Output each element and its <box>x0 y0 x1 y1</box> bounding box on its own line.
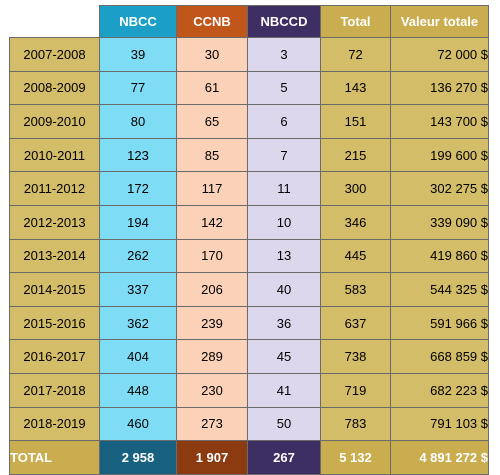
ccnb-cell: 30 <box>176 37 248 72</box>
valeur-cell: 544 325 $ <box>390 272 489 307</box>
nbcc-cell: 194 <box>99 204 177 240</box>
total-cell: 583 <box>320 272 391 307</box>
ccnb-cell: 206 <box>176 272 248 307</box>
valeur-cell: 682 223 $ <box>390 372 489 408</box>
ccnb-total: 1 907 <box>176 440 248 475</box>
year-cell: 2010-2011 <box>9 137 100 173</box>
year-cell: 2011-2012 <box>9 171 100 206</box>
header-row: NBCC CCNB NBCCD Total Valeur totale <box>9 5 489 38</box>
nbcc-cell: 337 <box>99 272 177 307</box>
nbccd-cell: 41 <box>247 372 321 408</box>
valeur-cell: 302 275 $ <box>390 171 489 206</box>
year-cell: 2012-2013 <box>9 204 100 240</box>
total-cell: 215 <box>320 137 391 173</box>
valeur-cell: 591 966 $ <box>390 305 489 341</box>
header-nbcc: NBCC <box>99 5 177 38</box>
header-ccnb: CCNB <box>176 5 248 38</box>
total-cell: 445 <box>320 238 391 274</box>
table-row: 2018-2019 460 273 50 783 791 103 $ <box>9 406 489 442</box>
year-cell: 2007-2008 <box>9 37 100 72</box>
nbcc-cell: 448 <box>99 372 177 408</box>
nbccd-cell: 50 <box>247 406 321 442</box>
table-row: 2011-2012 172 117 11 300 302 275 $ <box>9 171 489 206</box>
ccnb-cell: 273 <box>176 406 248 442</box>
nbccd-cell: 7 <box>247 137 321 173</box>
year-cell: 2015-2016 <box>9 305 100 341</box>
enrollment-table: NBCC CCNB NBCCD Total Valeur totale 2007… <box>9 5 489 475</box>
nbcc-cell: 172 <box>99 171 177 206</box>
year-cell: 2016-2017 <box>9 339 100 374</box>
table-row: 2012-2013 194 142 10 346 339 090 $ <box>9 204 489 240</box>
total-cell: 738 <box>320 339 391 374</box>
table-row: 2017-2018 448 230 41 719 682 223 $ <box>9 372 489 408</box>
total-cell: 346 <box>320 204 391 240</box>
table-row: 2014-2015 337 206 40 583 544 325 $ <box>9 272 489 307</box>
nbccd-cell: 10 <box>247 204 321 240</box>
nbccd-cell: 6 <box>247 104 321 139</box>
total-cell: 783 <box>320 406 391 442</box>
ccnb-cell: 117 <box>176 171 248 206</box>
nbccd-cell: 45 <box>247 339 321 374</box>
ccnb-cell: 170 <box>176 238 248 274</box>
header-nbccd: NBCCD <box>247 5 321 38</box>
table-row: 2015-2016 362 239 36 637 591 966 $ <box>9 305 489 341</box>
nbcc-cell: 404 <box>99 339 177 374</box>
nbcc-total: 2 958 <box>99 440 177 475</box>
total-cell: 143 <box>320 70 391 106</box>
nbccd-cell: 40 <box>247 272 321 307</box>
grand-total: 5 132 <box>320 440 391 475</box>
total-cell: 300 <box>320 171 391 206</box>
nbccd-cell: 11 <box>247 171 321 206</box>
ccnb-cell: 230 <box>176 372 248 408</box>
valeur-cell: 668 859 $ <box>390 339 489 374</box>
nbcc-cell: 262 <box>99 238 177 274</box>
table-row: 2013-2014 262 170 13 445 419 860 $ <box>9 238 489 274</box>
total-cell: 72 <box>320 37 391 72</box>
nbccd-cell: 13 <box>247 238 321 274</box>
year-cell: 2009-2010 <box>9 104 100 139</box>
nbccd-cell: 3 <box>247 37 321 72</box>
table-row: 2007-2008 39 30 3 72 72 000 $ <box>9 37 489 72</box>
nbcc-cell: 80 <box>99 104 177 139</box>
valeur-cell: 72 000 $ <box>390 37 489 72</box>
table-row: 2010-2011 123 85 7 215 199 600 $ <box>9 137 489 173</box>
ccnb-cell: 142 <box>176 204 248 240</box>
nbcc-cell: 460 <box>99 406 177 442</box>
valeur-cell: 199 600 $ <box>390 137 489 173</box>
header-valeur-totale: Valeur totale <box>390 5 489 38</box>
nbcc-cell: 123 <box>99 137 177 173</box>
valeur-grand-total: 4 891 272 $ <box>390 440 489 475</box>
ccnb-cell: 239 <box>176 305 248 341</box>
totals-label: TOTAL <box>9 440 100 475</box>
nbccd-cell: 36 <box>247 305 321 341</box>
valeur-cell: 419 860 $ <box>390 238 489 274</box>
year-cell: 2014-2015 <box>9 272 100 307</box>
nbcc-cell: 77 <box>99 70 177 106</box>
year-cell: 2018-2019 <box>9 406 100 442</box>
nbccd-cell: 5 <box>247 70 321 106</box>
header-total: Total <box>320 5 391 38</box>
header-corner <box>9 5 100 38</box>
table-row: 2008-2009 77 61 5 143 136 270 $ <box>9 70 489 106</box>
table-row: 2009-2010 80 65 6 151 143 700 $ <box>9 104 489 139</box>
nbccd-total: 267 <box>247 440 321 475</box>
ccnb-cell: 289 <box>176 339 248 374</box>
ccnb-cell: 65 <box>176 104 248 139</box>
ccnb-cell: 61 <box>176 70 248 106</box>
valeur-cell: 136 270 $ <box>390 70 489 106</box>
table-row: 2016-2017 404 289 45 738 668 859 $ <box>9 339 489 374</box>
nbcc-cell: 362 <box>99 305 177 341</box>
total-cell: 151 <box>320 104 391 139</box>
year-cell: 2008-2009 <box>9 70 100 106</box>
year-cell: 2013-2014 <box>9 238 100 274</box>
total-cell: 719 <box>320 372 391 408</box>
valeur-cell: 791 103 $ <box>390 406 489 442</box>
total-cell: 637 <box>320 305 391 341</box>
totals-row: TOTAL 2 958 1 907 267 5 132 4 891 272 $ <box>9 440 489 475</box>
valeur-cell: 143 700 $ <box>390 104 489 139</box>
ccnb-cell: 85 <box>176 137 248 173</box>
year-cell: 2017-2018 <box>9 372 100 408</box>
valeur-cell: 339 090 $ <box>390 204 489 240</box>
nbcc-cell: 39 <box>99 37 177 72</box>
